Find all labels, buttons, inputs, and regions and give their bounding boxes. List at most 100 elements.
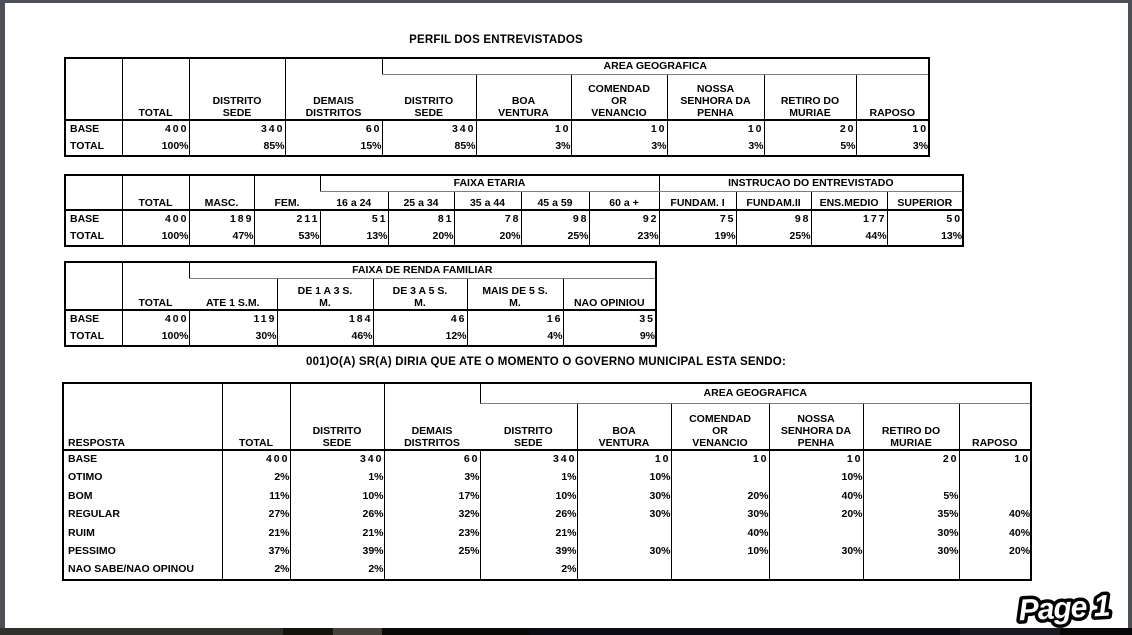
sub-column-header: 16 a 24 xyxy=(320,191,388,211)
data-cell: 20% xyxy=(768,505,863,524)
taskbar-segment xyxy=(382,628,530,635)
data-cell: 16 xyxy=(466,310,563,328)
data-cell: 30% xyxy=(576,487,671,506)
data-cell: 20% xyxy=(670,487,769,506)
row-label: OTIMO xyxy=(68,471,103,484)
data-cell: 30% xyxy=(576,542,671,561)
sub-column-header: RETIRO DO MURIAE xyxy=(862,403,959,451)
sub-column-header: COMENDAD OR VENANCIO xyxy=(670,403,769,451)
data-cell: 30% xyxy=(862,524,959,543)
data-cell: 40% xyxy=(670,524,769,543)
table-row: TOTAL 100% 47% 53% 13% 20% 20% 25% 23% 19% 25% 44% 1… xyxy=(65,228,964,246)
row-label: BOM xyxy=(68,489,93,502)
sub-column-header: RAPOSO xyxy=(855,74,930,121)
data-cell: 340 xyxy=(479,450,577,469)
data-cell: 2% xyxy=(479,561,577,580)
data-cell: 85% xyxy=(381,138,476,156)
data-cell: 3% xyxy=(383,468,480,487)
row-label: BASE xyxy=(70,122,100,135)
data-cell: 2% xyxy=(221,468,290,487)
sub-column-header: RETIRO DO MURIAE xyxy=(763,74,856,121)
sub-column-header: 25 a 34 xyxy=(387,191,454,211)
data-cell xyxy=(958,561,1032,580)
data-cell: 20% xyxy=(958,542,1032,561)
data-cell: 10 xyxy=(768,450,863,469)
sub-column-header: BOA VENTURA xyxy=(475,74,571,121)
sub-column-header: NOSSA SENHORA DA PENHA xyxy=(768,403,863,451)
table-row: PESSIMO 37% 39% 25% 39% 30% 10% 30% 30% 20% xyxy=(63,542,1032,561)
column-header: DEMAIS DISTRITOS xyxy=(284,58,382,121)
data-cell xyxy=(862,468,959,487)
report-title: PERFIL DOS ENTREVISTADOS xyxy=(409,34,583,46)
table-avaliacao-governo: RESPOSTA TOTAL DISTRITO SEDE DEMAIS DISTRIT… xyxy=(62,382,1033,581)
data-cell: 15% xyxy=(284,138,382,156)
taskbar-segment xyxy=(0,628,283,635)
table-row: RUIM 21% 21% 23% 21% 40% 30% 40% xyxy=(63,524,1032,543)
data-cell: 26% xyxy=(289,505,384,524)
data-cell: 3% xyxy=(855,138,930,156)
data-cell: 47% xyxy=(188,228,254,246)
data-cell: 53% xyxy=(253,228,320,246)
sub-column-header: DE 3 A 5 S. M. xyxy=(372,278,467,311)
data-cell xyxy=(958,487,1032,506)
column-header: TOTAL xyxy=(121,262,189,311)
data-cell: 100% xyxy=(121,228,189,246)
data-cell: 26% xyxy=(479,505,577,524)
table-sexo-faixa-etaria-instrucao: TOTAL MASC. FEM. FAIXA ETARIA INSTRUCAO DO E… xyxy=(64,174,965,247)
data-cell: 400 xyxy=(121,310,189,328)
data-cell: 81 xyxy=(387,210,454,228)
table-row: OTIMO 2% 1% 3% 1% 10% 10% xyxy=(63,468,1032,487)
data-cell: 400 xyxy=(121,120,189,138)
data-cell: 12% xyxy=(372,328,467,346)
data-cell: 60 xyxy=(284,120,382,138)
group-header: AREA GEOGRAFICA xyxy=(381,58,930,75)
column-header: DISTRITO SEDE xyxy=(289,383,384,451)
sub-column-header: 35 a 44 xyxy=(453,191,521,211)
table-perfil-area-geografica: TOTAL DISTRITO SEDE DEMAIS DISTRITOS AREA G… xyxy=(64,57,931,157)
column-header: MASC. xyxy=(188,175,254,211)
table-row: BASE 400 340 60 340 10 10 10 20 10 xyxy=(63,450,1032,469)
data-cell: 98 xyxy=(520,210,589,228)
data-cell: 46 xyxy=(372,310,467,328)
data-cell: 3% xyxy=(666,138,764,156)
page-number-badge: Page 1 xyxy=(999,584,1129,632)
table-row: BOM 11% 10% 17% 10% 30% 20% 40% 5% xyxy=(63,487,1032,506)
row-label: BASE xyxy=(70,312,100,325)
table-faixa-renda-familiar: TOTAL FAIXA DE RENDA FAMILIAR ATE 1 S.M. DE… xyxy=(64,261,658,347)
sub-column-header: FUNDAM. I xyxy=(658,191,737,211)
row-label: RUIM xyxy=(68,526,95,539)
data-cell: 51 xyxy=(319,210,388,228)
data-cell: 10 xyxy=(958,450,1032,469)
data-cell xyxy=(576,561,671,580)
sub-column-header: NAO OPINIOU xyxy=(562,278,657,311)
data-cell: 39% xyxy=(289,542,384,561)
data-cell: 1% xyxy=(289,468,384,487)
row-label: PESSIMO xyxy=(68,545,116,558)
data-cell: 44% xyxy=(810,228,888,246)
data-cell: 100% xyxy=(121,328,189,346)
data-cell: 21% xyxy=(221,524,290,543)
data-cell: 20% xyxy=(387,228,454,246)
data-cell: 35 xyxy=(562,310,657,328)
data-cell: 20 xyxy=(763,120,856,138)
data-cell: 189 xyxy=(188,210,254,228)
data-cell: 10 xyxy=(855,120,930,138)
data-cell: 340 xyxy=(289,450,384,469)
data-cell: 25% xyxy=(383,542,480,561)
data-cell: 10% xyxy=(576,468,671,487)
data-cell xyxy=(768,524,863,543)
column-header: TOTAL xyxy=(121,58,189,121)
table-row: NAO SABE/NAO OPINOU 2% 2% 2% xyxy=(63,561,1032,580)
data-cell: 10% xyxy=(768,468,863,487)
data-cell: 85% xyxy=(188,138,285,156)
data-cell: 21% xyxy=(289,524,384,543)
table-row: BASE 400 340 60 340 10 10 10 20 10 xyxy=(65,120,930,138)
sub-column-header: DE 1 A 3 S. M. xyxy=(276,278,373,311)
data-cell: 37% xyxy=(221,542,290,561)
column-header: RESPOSTA xyxy=(63,383,222,451)
row-label: BASE xyxy=(70,212,100,225)
data-cell: 340 xyxy=(188,120,285,138)
data-cell: 400 xyxy=(121,210,189,228)
sub-column-header: ENS.MEDIO xyxy=(810,191,888,211)
